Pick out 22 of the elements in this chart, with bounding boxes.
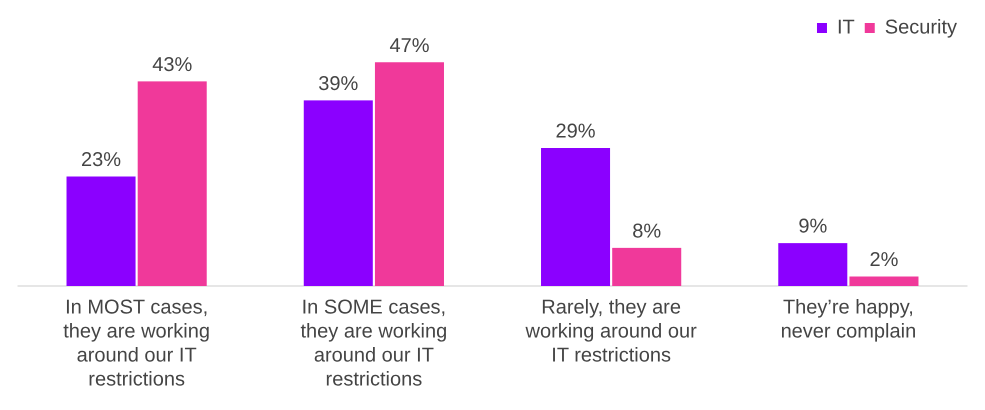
legend-label: Security (884, 16, 958, 39)
x-tick-label: In MOST cases, they are working around our IT restrictions (63, 296, 210, 391)
bar (66, 176, 136, 286)
data-label: 2% (870, 248, 899, 271)
x-tick-label: Rarely, they are working around our IT restrictions (524, 296, 698, 367)
data-label: 47% (389, 34, 430, 57)
bar (849, 276, 918, 286)
bar (138, 81, 207, 286)
bar (541, 148, 610, 286)
bar (778, 243, 848, 286)
data-label: 39% (318, 72, 359, 95)
data-label: 29% (556, 120, 596, 142)
legend-label: IT (836, 16, 855, 39)
bar (374, 62, 444, 286)
data-label: 9% (798, 216, 828, 238)
bar (304, 100, 373, 286)
x-tick-label: They’re happy, never complain (780, 296, 916, 343)
data-label: 23% (81, 149, 122, 172)
x-tick-label: In SOME cases, they are working around our IT restrictions (300, 296, 448, 391)
bar (612, 248, 682, 286)
data-label: 43% (152, 54, 192, 76)
data-label: 8% (632, 220, 662, 242)
